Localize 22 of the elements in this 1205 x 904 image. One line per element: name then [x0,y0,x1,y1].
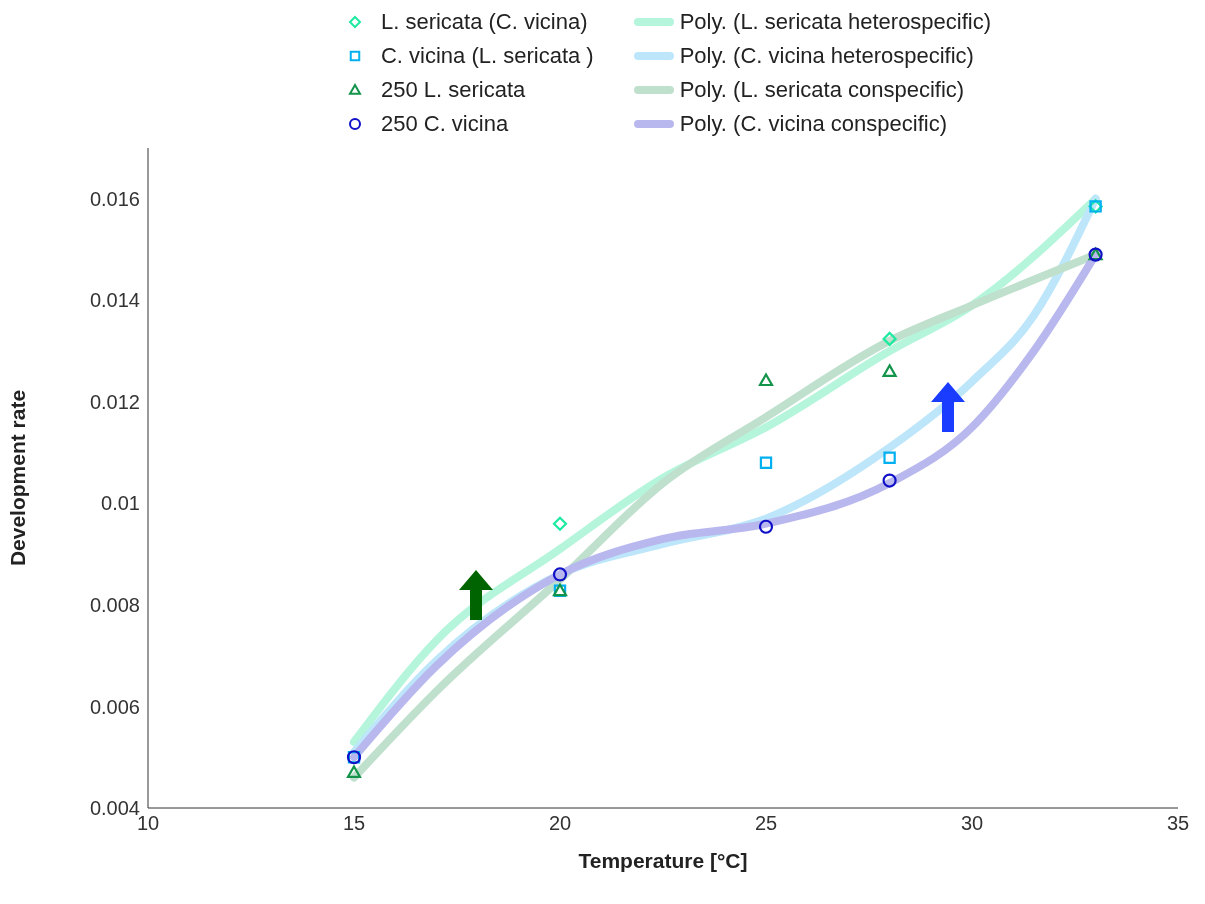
y-tick-label: 0.014 [89,289,140,312]
x-tick-label: 35 [1166,812,1190,835]
legend-label: Poly. (L. sericata conspecific) [679,77,965,103]
y-tick-label: 0.016 [89,187,140,210]
y-tick-label: 0.006 [89,695,140,718]
y-axis-title: Development rate [6,389,30,567]
x-tick-label: 30 [960,812,984,835]
y-tick-label: 0.004 [89,797,140,820]
y-tick-label: 0.008 [89,594,140,617]
legend-label: Poly. (C. vicina heterospecific) [679,43,974,69]
legend-label: Poly. (L. sericata heterospecific) [679,9,992,35]
y-tick-label: 0.01 [101,492,140,515]
legend-label: Poly. (C. vicina conspecific) [679,111,948,137]
legend-label: C. vicina (L. sericata ) [380,43,594,69]
y-tick-label: 0.012 [89,390,140,413]
x-axis-title: Temperature [°C] [578,849,748,872]
legend-label: 250 L. sericata [380,77,526,103]
legend-label: L. sericata (C. vicina) [380,9,588,35]
x-tick-label: 20 [548,812,572,835]
x-tick-label: 25 [754,812,778,835]
legend-label: 250 C. vicina [380,111,509,137]
x-tick-label: 15 [342,812,366,835]
